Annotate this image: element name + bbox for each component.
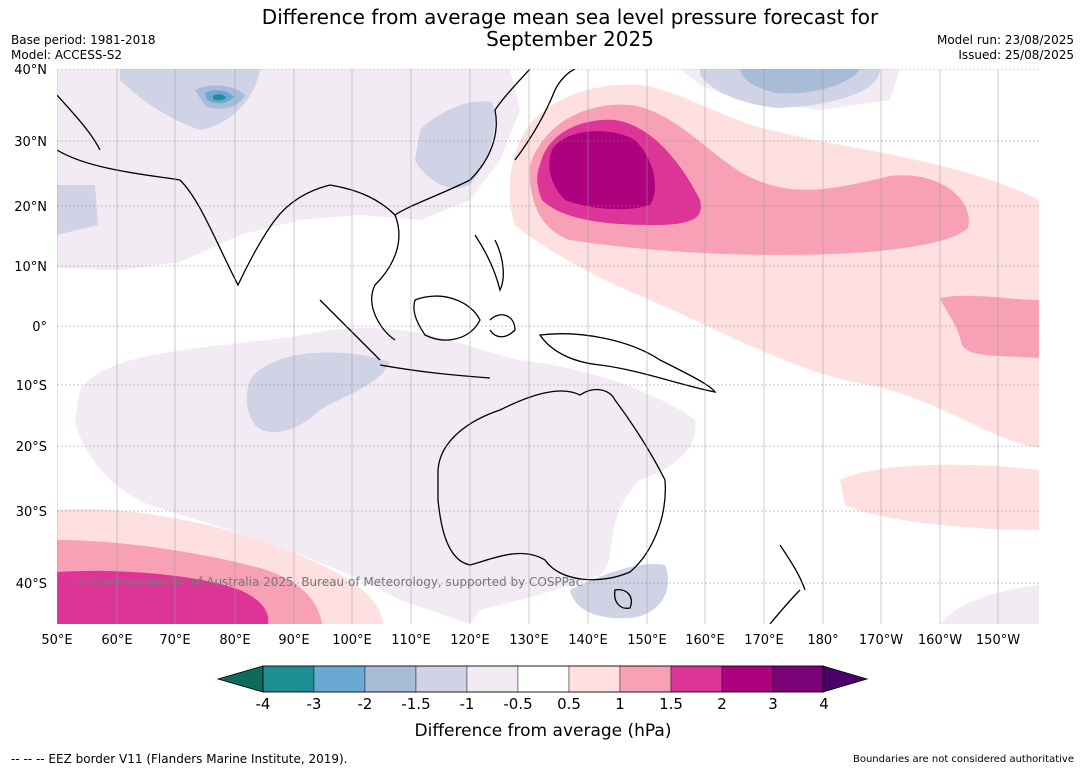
lon-label: 170°W	[859, 633, 903, 648]
chart-title-line1: Difference from average mean sea level p…	[261, 5, 879, 29]
anomaly-pos-strongest-pacific	[549, 131, 655, 210]
coastline-new-zealand	[769, 544, 806, 624]
anomaly-pos-strong-sw	[57, 570, 269, 624]
lon-label: 80°E	[219, 633, 250, 648]
lon-label: 50°E	[41, 633, 72, 648]
coastline-japan	[514, 69, 576, 161]
colorbar-tick-label: -1	[460, 695, 475, 713]
lat-label: 30°N	[14, 135, 47, 150]
colorbar-tick-label: 1	[615, 695, 625, 713]
lat-label: 20°S	[16, 440, 47, 455]
lat-label: 30°S	[16, 505, 47, 520]
anomaly-neg-weak-south	[75, 327, 696, 624]
anomaly-neg-moderate-himalaya	[120, 69, 260, 130]
colorbar-frame	[262, 665, 824, 693]
anomaly-pos-moderate-east	[940, 295, 1039, 358]
anomaly-neg-moderate-north	[415, 101, 495, 189]
colorbar-cell	[772, 665, 825, 693]
coastline-sumatra	[319, 299, 381, 361]
colorbar-tick-label: -4	[256, 695, 271, 713]
colorbar-tick-label: 1.5	[659, 695, 683, 713]
model-name: Model: ACCESS-S2	[11, 48, 123, 62]
lon-label: 110°E	[391, 633, 431, 648]
lon-label: 160°E	[685, 633, 725, 648]
colorbar-cell	[262, 665, 315, 693]
lon-label: 140°E	[568, 633, 608, 648]
colorbar-cell	[415, 665, 468, 693]
copyright-text: © Commonwealth of Australia 2025, Bureau…	[77, 575, 582, 589]
lat-label: 10°S	[16, 379, 47, 394]
anomaly-neg-strongest-himalaya	[213, 94, 226, 101]
coastline-indochina	[329, 184, 400, 341]
lon-label: 120°E	[450, 633, 490, 648]
eez-border-note: -- -- -- EEZ border V11 (Flanders Marine…	[11, 752, 348, 766]
boundaries-note: Boundaries are not considered authoritat…	[852, 754, 1074, 765]
coastline-china	[394, 69, 531, 216]
coastline-borneo	[413, 295, 481, 341]
lat-label: 40°S	[16, 577, 47, 592]
lat-label: 20°N	[14, 200, 47, 215]
pressure-anomaly-field: © Commonwealth of Australia 2025, Bureau…	[57, 69, 1039, 624]
colorbar-cell	[313, 665, 366, 693]
model-run-date: Model run: 23/08/2025	[936, 33, 1074, 47]
colorbar-cell	[517, 665, 570, 693]
lon-label: 100°E	[332, 633, 372, 648]
colorbar-tick-label: 0.5	[557, 695, 581, 713]
lon-label: 130°E	[509, 633, 549, 648]
meridians	[57, 69, 999, 624]
colorbar-tick-label: -3	[307, 695, 322, 713]
issued-date: Issued: 25/08/2025	[958, 48, 1074, 62]
lat-label: 10°N	[14, 260, 47, 275]
lon-label: 90°E	[278, 633, 309, 648]
coastline-java	[379, 364, 491, 379]
anomaly-pos-weak-se	[840, 464, 1039, 530]
lat-label: 40°N	[14, 63, 47, 78]
colorbar-max-arrow	[822, 665, 869, 693]
coastlines	[57, 69, 806, 624]
colorbar-cell	[721, 665, 774, 693]
colorbar-tick-label: -1.5	[401, 695, 430, 713]
colorbar-tick-label: 2	[717, 695, 727, 713]
coastline-philippines	[474, 234, 504, 292]
colorbar-cell	[670, 665, 723, 693]
coastline-arabia	[57, 94, 101, 151]
anomaly-neg-moderate-sw	[57, 185, 98, 235]
coastline-tasmania	[614, 589, 632, 609]
lon-label: 60°E	[101, 633, 132, 648]
colorbar-cell	[568, 665, 621, 693]
coastline-india	[57, 149, 331, 287]
colorbar-tick-label: -2	[358, 695, 373, 713]
coastline-new-guinea	[538, 333, 717, 393]
anomaly-neg-moderate-south	[246, 352, 390, 433]
anomaly-neg-weak-north	[57, 69, 520, 270]
lon-label: 150°E	[627, 633, 667, 648]
colorbar-cell	[364, 665, 417, 693]
colorbar-cell	[466, 665, 519, 693]
colorbar-title: Difference from average (hPa)	[415, 721, 672, 741]
lon-label: 160°W	[918, 633, 962, 648]
lat-label: 0°	[32, 320, 47, 335]
lon-label: 70°E	[159, 633, 190, 648]
chart-title-line2: September 2025	[486, 27, 654, 51]
anomaly-neg-moderate-tasman	[570, 564, 669, 619]
lon-label: 180°	[807, 633, 838, 648]
colorbar-min-arrow	[216, 665, 264, 693]
anomaly-neg-weak-se	[940, 585, 1039, 624]
anomaly-neg-strong-ne	[740, 69, 860, 94]
colorbar: -4 -3 -2 -1.5 -1 -0.5 0.5 1 1.5 2 3 4 Di…	[216, 665, 869, 741]
coastline-sulawesi	[489, 314, 516, 338]
latitude-labels: 40°N 30°N 20°N 10°N 0° 10°S 20°S 30°S 40…	[14, 63, 47, 592]
lon-label: 170°E	[744, 633, 784, 648]
colorbar-cell	[619, 665, 672, 693]
base-period: Base period: 1981-2018	[11, 33, 156, 47]
longitude-labels: 50°E 60°E 70°E 80°E 90°E 100°E 110°E 120…	[41, 633, 1020, 648]
lon-label: 150°W	[976, 633, 1020, 648]
colorbar-tick-label: 3	[768, 695, 778, 713]
coastline-australia	[437, 388, 666, 581]
colorbar-tick-label: -0.5	[503, 695, 532, 713]
colorbar-tick-label: 4	[819, 695, 829, 713]
